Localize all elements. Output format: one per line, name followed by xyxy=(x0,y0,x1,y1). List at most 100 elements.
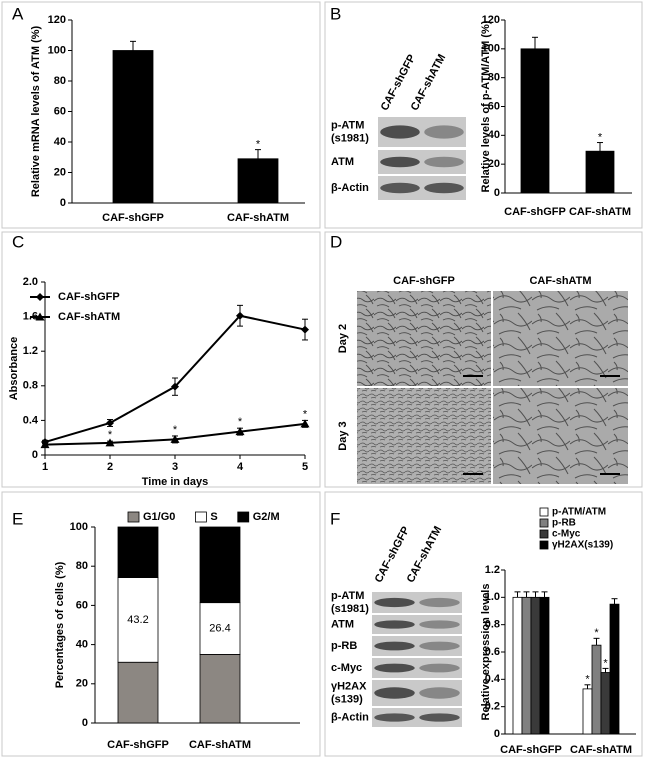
blot-strip xyxy=(372,592,462,613)
y-tick-label: 0.4 xyxy=(485,673,501,685)
y-tick-label: 40 xyxy=(488,129,500,141)
error-bar xyxy=(593,637,600,646)
legend-label: S xyxy=(210,511,217,523)
blot-band xyxy=(380,125,420,139)
y-axis-label: Percentages of cells (%) xyxy=(54,561,66,688)
x-tick-label: CAF-shATM xyxy=(570,744,632,756)
legend-label: G1/G0 xyxy=(143,511,175,523)
y-tick-label: 100 xyxy=(70,521,88,533)
y-tick-label: 0 xyxy=(82,717,88,729)
bar-segment xyxy=(199,526,241,604)
significance-mark: * xyxy=(238,416,243,428)
row-label: p-ATM xyxy=(331,119,364,131)
blot-band xyxy=(374,641,415,651)
value-label: 26.4 xyxy=(209,622,230,634)
y-tick-label: 60 xyxy=(54,105,66,117)
error-bar xyxy=(523,591,530,598)
micrograph xyxy=(493,291,628,386)
row-label: Day 2 xyxy=(337,324,349,353)
error-bar xyxy=(514,591,521,598)
bar xyxy=(521,596,532,735)
y-tick-label: 40 xyxy=(54,136,66,148)
column-label: CAF-shGFP xyxy=(393,275,455,287)
bar-segment xyxy=(117,661,159,724)
error-bar xyxy=(532,36,538,49)
legend-swatch xyxy=(539,507,549,517)
y-tick-label: 120 xyxy=(48,14,66,26)
row-label: p-ATM xyxy=(331,590,364,602)
y-tick-label: 40 xyxy=(76,639,88,651)
legend-swatch xyxy=(539,518,549,528)
legend-swatch xyxy=(539,529,549,539)
blot-band xyxy=(419,687,460,699)
bar xyxy=(585,150,615,194)
legend-label: G2/M xyxy=(253,511,280,523)
panel-letter: D xyxy=(330,232,342,251)
bar-segment xyxy=(199,654,241,724)
row-label: ATM xyxy=(331,156,354,168)
point xyxy=(171,382,179,391)
panel-letter: C xyxy=(12,232,24,251)
y-axis-label: Relative levels of p-ATM/ATM (%) xyxy=(480,20,492,192)
y-tick-label: 0.4 xyxy=(23,414,39,426)
bar xyxy=(237,158,279,204)
x-tick-label: 3 xyxy=(172,461,178,473)
y-tick-label: 2.0 xyxy=(23,276,38,288)
micrograph xyxy=(357,388,491,484)
blot-band xyxy=(374,687,415,699)
x-axis-label: Time in days xyxy=(142,476,208,488)
y-tick-label: 0.2 xyxy=(485,701,500,713)
blot-band xyxy=(380,182,420,194)
error-bar xyxy=(611,598,618,605)
bar xyxy=(609,603,620,735)
blot-band xyxy=(419,641,460,651)
y-tick-label: 1.2 xyxy=(485,564,500,576)
blot-strip xyxy=(372,708,462,727)
x-tick-label: 5 xyxy=(302,461,308,473)
y-tick-label: 20 xyxy=(76,678,88,690)
legend-label: CAF-shGFP xyxy=(58,291,120,303)
x-tick-label: CAF-shGFP xyxy=(107,739,169,751)
blot-band xyxy=(374,713,415,722)
significance-mark: * xyxy=(594,627,599,639)
blot-band xyxy=(374,620,415,629)
point xyxy=(35,312,45,321)
blot-strip xyxy=(372,636,462,656)
point xyxy=(235,427,245,436)
x-tick-label: CAF-shGFP xyxy=(504,206,566,218)
y-axis-label: Relative expression levels xyxy=(480,584,492,721)
legend-swatch xyxy=(127,511,140,523)
row-label: ATM xyxy=(331,618,354,630)
legend-label: c-Myc xyxy=(552,529,581,540)
significance-mark: * xyxy=(585,674,590,686)
panel-letter: F xyxy=(330,509,340,528)
blot-band xyxy=(424,182,464,194)
blot-band xyxy=(419,597,460,608)
micrograph xyxy=(357,291,491,386)
bar xyxy=(600,672,611,735)
x-tick-label: CAF-shATM xyxy=(227,212,289,224)
panel-letter: A xyxy=(12,4,24,23)
y-tick-label: 80 xyxy=(488,72,500,84)
y-axis-label: Relative mRNA levels of ATM (%) xyxy=(30,25,42,197)
y-tick-label: 20 xyxy=(488,158,500,170)
error-bar xyxy=(541,591,548,598)
y-tick-label: 0 xyxy=(32,449,38,461)
error-bar xyxy=(584,684,591,689)
error-bar xyxy=(130,40,136,51)
row-label: (s1981) xyxy=(331,132,369,144)
blot-band xyxy=(419,620,460,629)
bar-segment xyxy=(199,602,241,655)
row-label: p-RB xyxy=(331,640,357,652)
x-tick-label: 1 xyxy=(42,461,48,473)
y-tick-label: 80 xyxy=(54,75,66,87)
blot-band xyxy=(419,663,460,673)
error-bar xyxy=(532,591,539,598)
significance-mark: * xyxy=(256,139,261,151)
legend-label: p-ATM/ATM xyxy=(552,507,606,518)
blot-strip xyxy=(372,615,462,634)
y-tick-label: 0.6 xyxy=(485,646,500,658)
x-tick-label: 4 xyxy=(237,461,244,473)
blot-band xyxy=(374,597,415,608)
y-tick-label: 80 xyxy=(76,560,88,572)
